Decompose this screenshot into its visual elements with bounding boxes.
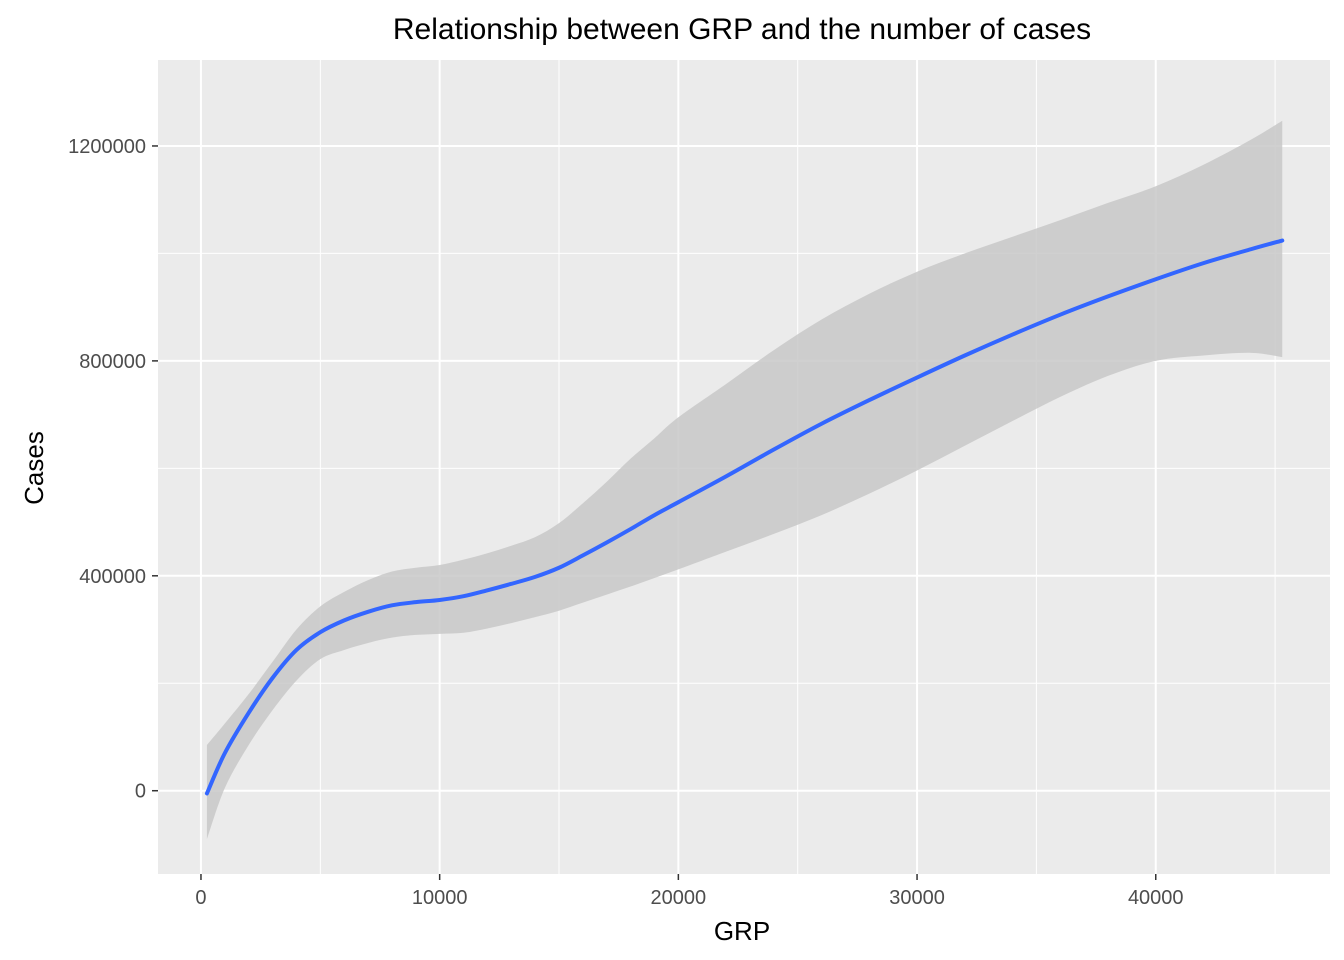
chart-title: Relationship between GRP and the number … xyxy=(393,13,1091,46)
x-axis-title: GRP xyxy=(714,916,770,946)
x-tick-label: 10000 xyxy=(412,887,468,909)
y-tick-label: 1200000 xyxy=(68,136,146,158)
x-tick-label: 40000 xyxy=(1128,887,1184,909)
x-tick-label: 20000 xyxy=(651,887,707,909)
smooth-line xyxy=(204,238,1285,796)
x-tick-label: 30000 xyxy=(889,887,945,909)
y-axis-title: Cases xyxy=(19,431,49,505)
confidence-band xyxy=(206,120,1283,840)
x-tick-label: 0 xyxy=(195,887,206,909)
y-tick-label: 800000 xyxy=(79,351,146,373)
x-axis: 0 10000 20000 30000 40000 xyxy=(195,874,1184,909)
y-axis: 0 400000 800000 1200000 xyxy=(68,136,158,803)
y-tick-label: 0 xyxy=(135,781,146,803)
y-tick-label: 400000 xyxy=(79,566,146,588)
